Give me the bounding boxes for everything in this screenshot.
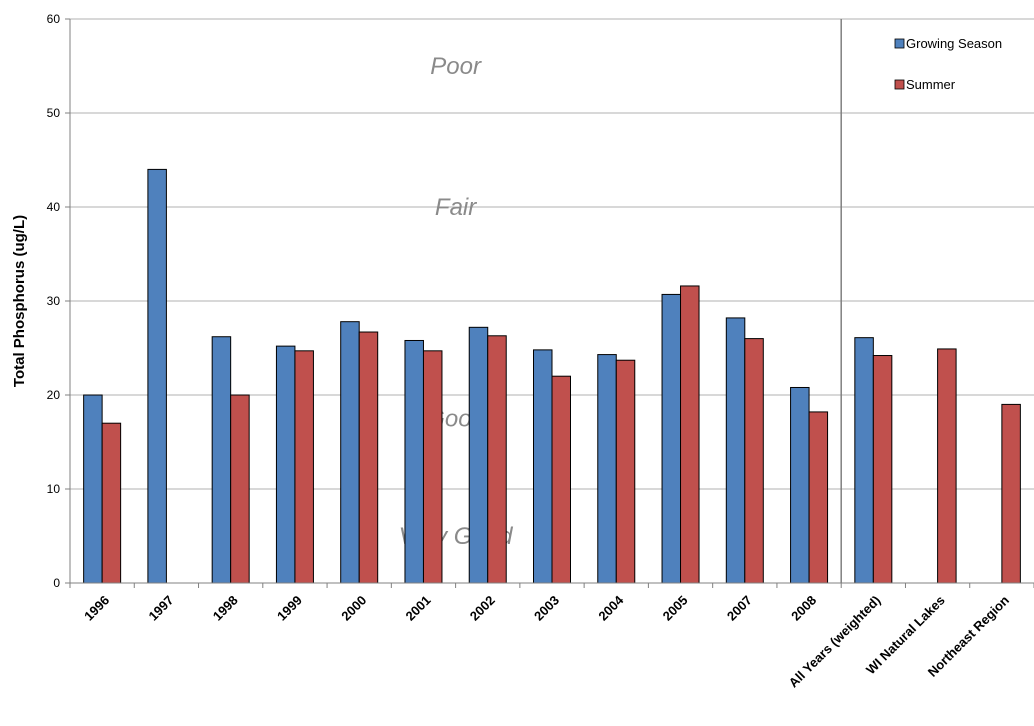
bar-growing-season-1999 xyxy=(275,345,296,584)
bar-growing-season-1998 xyxy=(211,336,232,584)
bar-summer-2002 xyxy=(487,335,507,584)
bar-summer-2008 xyxy=(808,411,829,584)
y-tick-labels: 0 10 20 30 40 50 60 xyxy=(47,12,61,590)
x-tick-label-2007: 2007 xyxy=(724,593,755,624)
x-tick-label-2001: 2001 xyxy=(403,593,434,624)
x-tick-label-2008: 2008 xyxy=(788,593,819,624)
bar-summer-2000 xyxy=(358,331,379,584)
axes xyxy=(65,18,1034,588)
x-tick-label-2004: 2004 xyxy=(595,592,627,624)
legend: Growing Season Summer xyxy=(894,36,1002,92)
bar-growing-season-2007 xyxy=(725,317,746,584)
bar-summer-1998 xyxy=(230,394,250,584)
y-tick-label-0: 0 xyxy=(53,576,60,590)
bar-summer-2004 xyxy=(615,359,636,584)
bars xyxy=(83,168,1021,584)
y-axis-title: Total Phosphorus (ug/L) xyxy=(11,215,28,387)
x-tick-label-1999: 1999 xyxy=(274,593,305,624)
bar-growing-season-1997 xyxy=(147,168,167,584)
x-tick-label-2005: 2005 xyxy=(660,593,691,624)
y-tick-label-50: 50 xyxy=(47,106,61,120)
x-tick-label-1997: 1997 xyxy=(145,593,176,624)
bar-summer-all-years-weighted xyxy=(872,355,893,584)
bar-growing-season-2003 xyxy=(533,349,553,584)
x-tick-label-1998: 1998 xyxy=(210,593,241,624)
y-tick-label-40: 40 xyxy=(47,200,61,214)
band-label-poor: Poor xyxy=(430,53,482,80)
bar-growing-season-2002 xyxy=(468,326,489,584)
bar-growing-season-2004 xyxy=(597,354,617,584)
bar-growing-season-1996 xyxy=(83,394,103,584)
bar-growing-season-all-years-weighted xyxy=(854,337,874,584)
bar-summer-2003 xyxy=(551,375,571,584)
y-tick-label-30: 30 xyxy=(47,294,61,308)
y-tick-label-60: 60 xyxy=(47,12,61,26)
bar-summer-2001 xyxy=(422,350,443,584)
y-tick-label-20: 20 xyxy=(47,388,61,402)
bar-summer-2005 xyxy=(680,285,700,584)
bar-growing-season-2008 xyxy=(790,386,810,584)
x-tick-label-2002: 2002 xyxy=(467,593,498,624)
x-tick-labels: 1996 1997 1998 1999 2000 2001 2002 2003 2004 2005… xyxy=(81,592,1012,690)
x-tick-label-2000: 2000 xyxy=(338,593,369,624)
x-tick-label-2003: 2003 xyxy=(531,593,562,624)
legend-label-summer: Summer xyxy=(906,77,956,92)
bar-summer-wi-natural-lakes xyxy=(937,348,957,584)
legend-swatch-summer xyxy=(894,79,905,90)
bar-summer-2007 xyxy=(744,338,764,584)
bar-growing-season-2005 xyxy=(661,293,682,584)
x-tick-label-1996: 1996 xyxy=(81,593,112,624)
bar-summer-1996 xyxy=(101,422,122,584)
bar-growing-season-2001 xyxy=(404,339,424,584)
bar-growing-season-2000 xyxy=(340,321,360,584)
bar-summer-northeast-region xyxy=(1001,403,1021,584)
y-tick-label-10: 10 xyxy=(47,482,61,496)
legend-label-growing-season: Growing Season xyxy=(906,36,1002,51)
band-label-fair: Fair xyxy=(435,194,477,221)
bar-summer-1999 xyxy=(294,350,314,584)
legend-swatch-growing-season xyxy=(894,38,905,49)
